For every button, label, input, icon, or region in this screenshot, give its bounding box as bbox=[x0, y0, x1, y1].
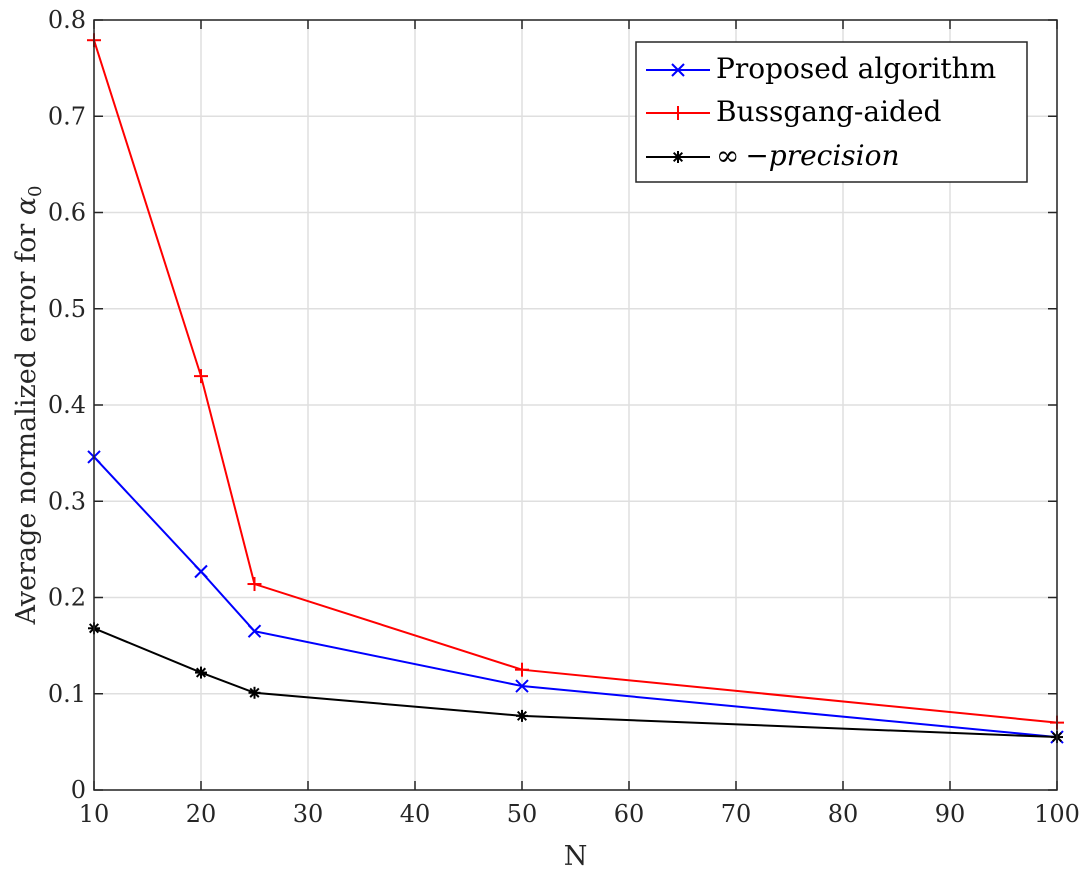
x-tick-label: 60 bbox=[614, 800, 645, 828]
data-point-infinite-precision-stroke bbox=[195, 667, 207, 678]
data-point-proposed-stroke bbox=[194, 564, 208, 579]
x-tick-label: 90 bbox=[935, 800, 966, 828]
legend-marker-infinite-precision bbox=[672, 151, 684, 163]
tick-labels: 10 20 30 40 50 60 70 80 90 100 0 0.1 0.2 0.3 0.4 0.5 0.6… bbox=[48, 6, 1080, 828]
legend-label-bussgang: Bussgang-aided bbox=[716, 95, 942, 128]
data-point-proposed-stroke bbox=[515, 679, 529, 693]
y-axis-title-text: Average normalized error for bbox=[11, 215, 42, 625]
x-tick-label: 10 bbox=[79, 800, 110, 828]
x-tick-label: 70 bbox=[721, 800, 752, 828]
data-point-bussgang bbox=[515, 662, 529, 677]
data-point-infinite-precision bbox=[195, 666, 207, 679]
legend-marker-proposed-stroke bbox=[671, 63, 685, 77]
y-axis-title-symbol: α bbox=[11, 197, 42, 215]
y-tick-label: 0.3 bbox=[48, 487, 86, 515]
series-layer bbox=[87, 33, 1064, 744]
data-point-proposed bbox=[247, 624, 262, 638]
data-point-bussgang bbox=[194, 369, 208, 384]
y-tick-label: 0.1 bbox=[48, 680, 86, 708]
y-tick-label: 0.4 bbox=[48, 391, 86, 419]
legend-infinity-symbol: ∞ bbox=[716, 139, 739, 172]
legend-precision-text: −precision bbox=[745, 139, 899, 172]
data-point-proposed bbox=[194, 564, 208, 579]
data-point-infinite-precision bbox=[516, 709, 528, 722]
y-tick-label: 0.5 bbox=[48, 295, 86, 323]
x-tick-label: 40 bbox=[400, 800, 431, 828]
y-tick-label: 0.2 bbox=[48, 584, 86, 612]
data-point-infinite-precision-stroke bbox=[249, 687, 260, 698]
y-tick-label: 0 bbox=[71, 776, 86, 804]
legend-marker-proposed bbox=[671, 63, 685, 77]
legend: Proposed algorithm Bussgang-aided ∞ −prec… bbox=[635, 41, 1028, 183]
legend-marker-bussgang bbox=[671, 106, 685, 120]
y-tick-label: 0.6 bbox=[48, 199, 86, 227]
data-point-bussgang bbox=[247, 577, 262, 592]
legend-label-proposed: Proposed algorithm bbox=[716, 52, 996, 85]
ticks bbox=[93, 19, 1058, 791]
x-tick-label: 100 bbox=[1034, 800, 1080, 828]
x-tick-label: 80 bbox=[828, 800, 859, 828]
data-point-proposed bbox=[515, 679, 529, 693]
legend-samples bbox=[646, 63, 710, 163]
data-point-infinite-precision bbox=[248, 686, 261, 699]
data-point-infinite-precision-stroke bbox=[516, 710, 528, 721]
y-axis-title: Average normalized error for α0 bbox=[11, 185, 46, 625]
y-axis-title-subscript: 0 bbox=[25, 185, 46, 196]
data-point-proposed-stroke bbox=[247, 624, 262, 638]
legend-marker-infinite-precision-stroke bbox=[672, 151, 684, 163]
x-tick-label: 30 bbox=[293, 800, 324, 828]
x-tick-label: 20 bbox=[186, 800, 217, 828]
x-tick-label: 50 bbox=[507, 800, 538, 828]
x-axis-title: N bbox=[564, 841, 588, 872]
y-tick-label: 0.7 bbox=[48, 102, 86, 130]
y-tick-label: 0.8 bbox=[48, 6, 86, 34]
legend-label-infinite-precision: ∞ −precision bbox=[716, 139, 900, 172]
